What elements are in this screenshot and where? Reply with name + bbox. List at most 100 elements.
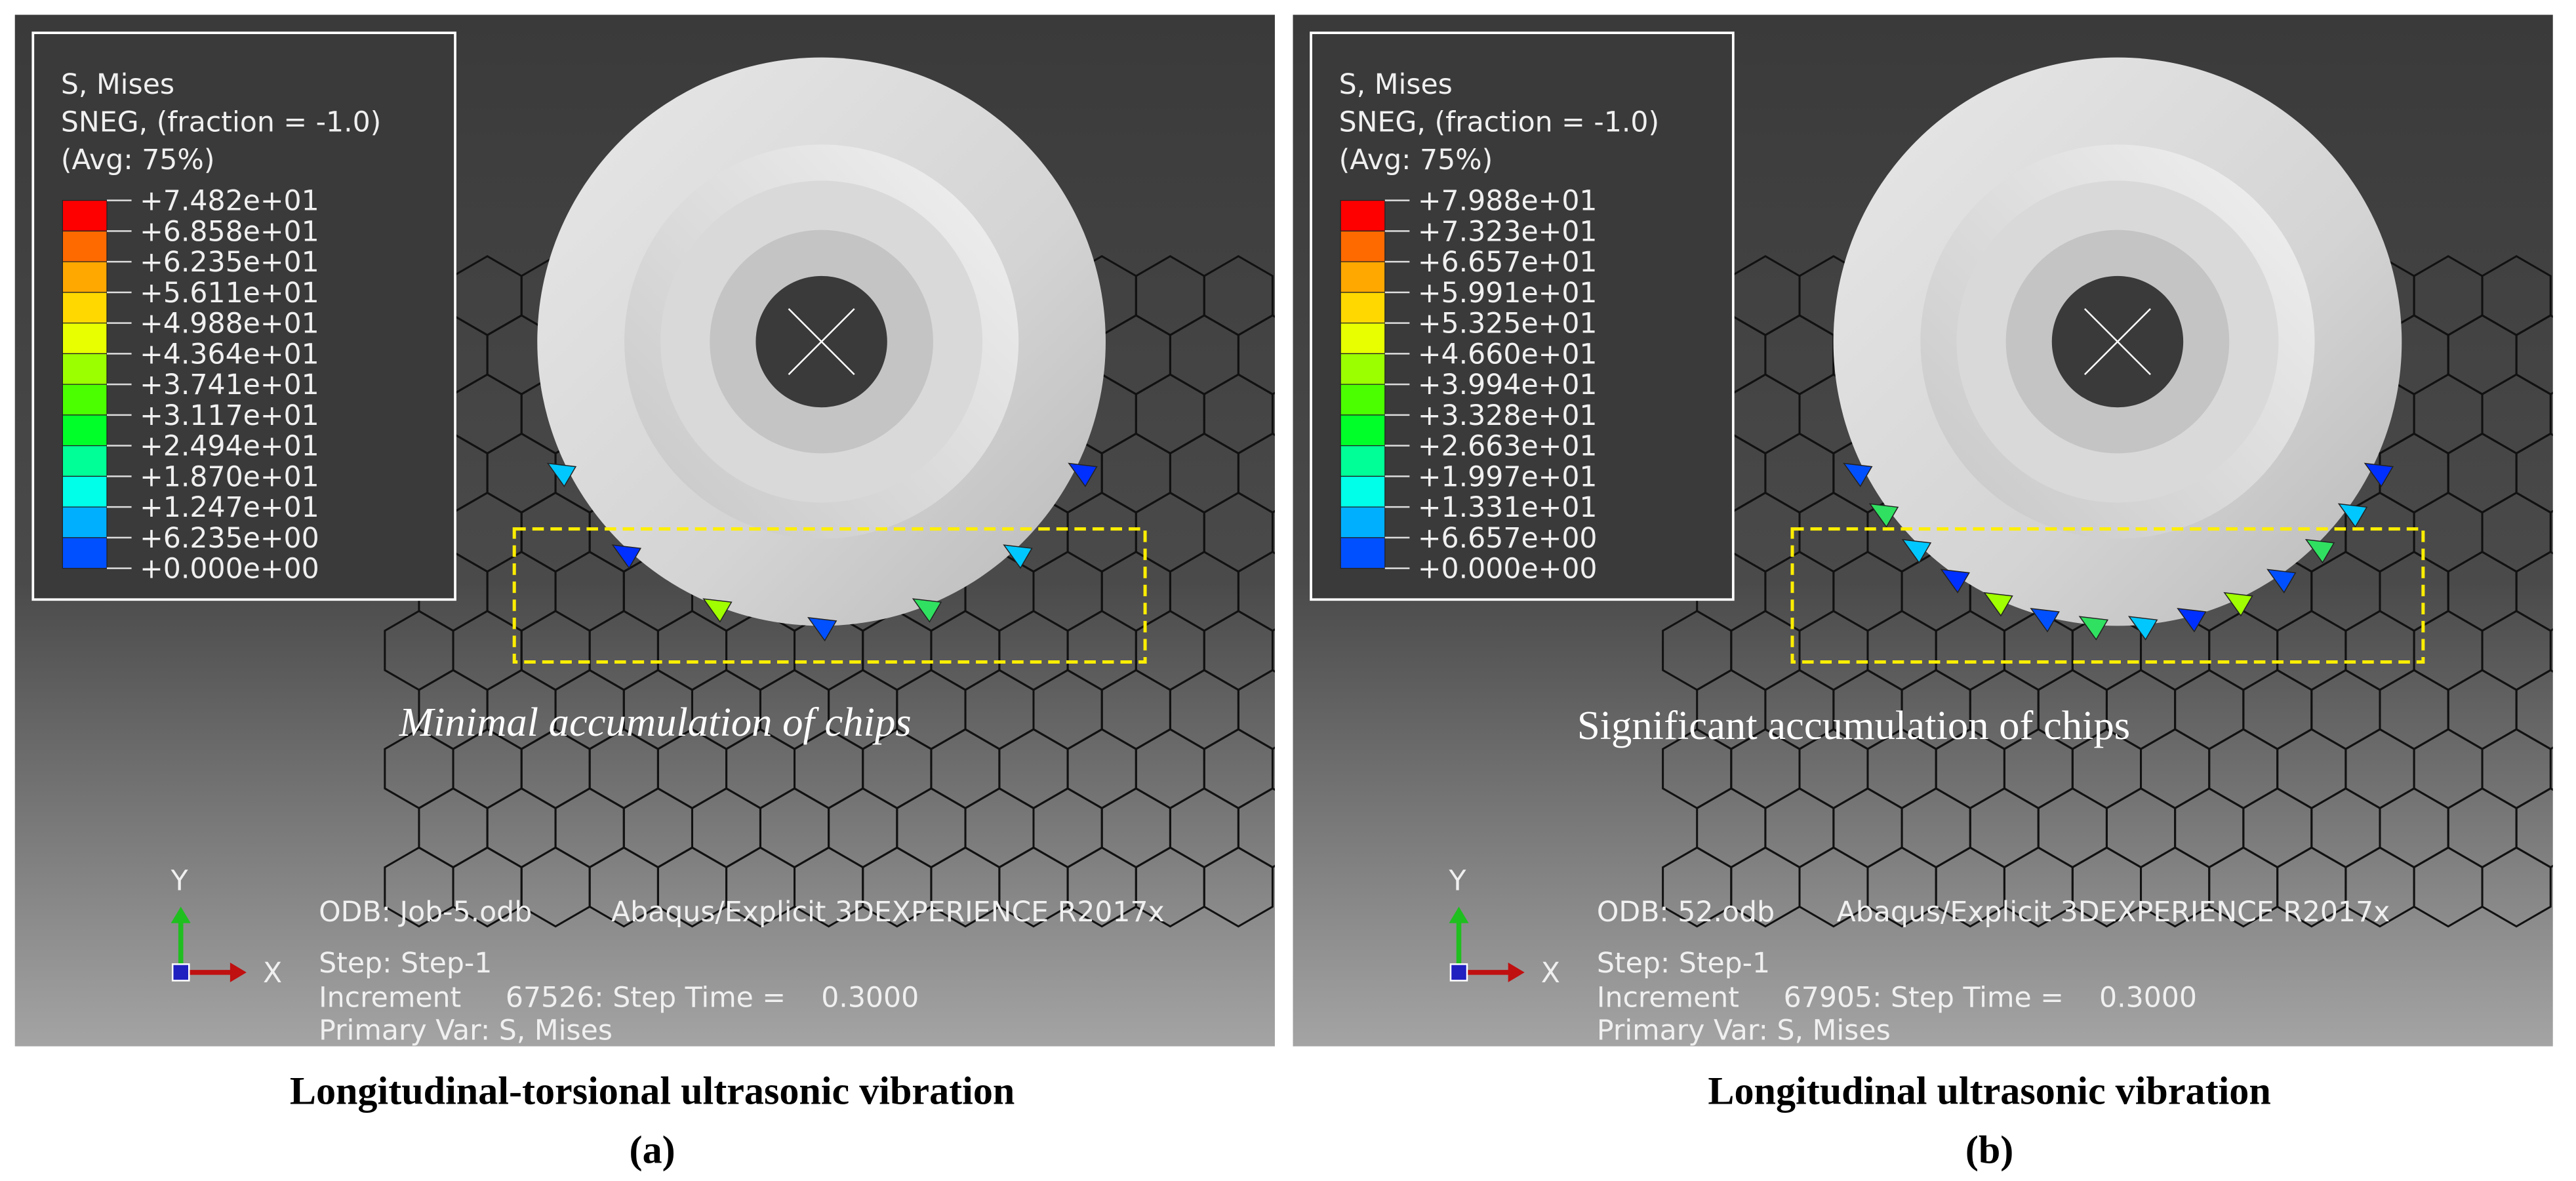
chip bbox=[1901, 538, 1932, 564]
legend-title: S, Mises bbox=[61, 68, 174, 101]
axis-y-label: Y bbox=[171, 865, 189, 898]
step-info: Step: Step-1 bbox=[319, 947, 492, 980]
legend-swatch bbox=[62, 445, 108, 477]
mesh-cell bbox=[1203, 846, 1274, 928]
legend-value: +0.000e+00 bbox=[140, 553, 319, 586]
axis-y-head bbox=[1449, 906, 1469, 923]
legend-value: +2.663e+01 bbox=[1418, 430, 1598, 463]
panel: Significant accumulation of chips S, Mise… bbox=[1293, 14, 2553, 1172]
legend-title: (Avg: 75%) bbox=[1339, 144, 1493, 176]
chip bbox=[2266, 569, 2297, 593]
legend-value: +1.870e+01 bbox=[140, 460, 319, 493]
axis-y-head bbox=[171, 906, 191, 923]
legend-swatch bbox=[1340, 199, 1386, 231]
legend-swatch bbox=[1340, 353, 1386, 385]
legend-swatch bbox=[1340, 384, 1386, 416]
bore-cross bbox=[2083, 308, 2151, 375]
chip bbox=[1843, 462, 1873, 488]
chip bbox=[1983, 591, 2013, 617]
legend-swatch bbox=[1340, 506, 1386, 538]
caption: Longitudinal ultrasonic vibration bbox=[1708, 1069, 2270, 1113]
legend-swatch bbox=[1340, 230, 1386, 262]
odb-info: ODB: 52.odb bbox=[1597, 896, 1775, 929]
legend-swatch bbox=[1340, 475, 1386, 508]
legend-swatch bbox=[1340, 261, 1386, 293]
legend-value: +5.991e+01 bbox=[1418, 277, 1598, 310]
chip bbox=[546, 462, 577, 488]
legend-swatch bbox=[62, 199, 108, 231]
software-info: Abaqus/Explicit 3DEXPERIENCE R2017x bbox=[1837, 896, 2390, 929]
primary-var: Primary Var: S, Mises bbox=[319, 1014, 613, 1047]
increment-info: Increment 67526: Step Time = 0.3000 bbox=[319, 981, 919, 1014]
legend-swatch bbox=[62, 414, 108, 447]
legend-title: S, Mises bbox=[1339, 68, 1453, 101]
highlight-box bbox=[1790, 527, 2425, 664]
legend-title: SNEG, (fraction = -1.0) bbox=[1339, 106, 1659, 138]
highlight-box bbox=[512, 527, 1147, 664]
legend-swatch bbox=[1340, 537, 1386, 569]
legend-swatch bbox=[62, 261, 108, 293]
legend-value: +2.494e+01 bbox=[140, 430, 319, 463]
axis-x-label: X bbox=[263, 957, 282, 990]
axis-x-label: X bbox=[1541, 957, 1560, 990]
axis-z bbox=[171, 963, 190, 982]
legend-swatch bbox=[1340, 445, 1386, 477]
chip bbox=[1940, 569, 1970, 593]
chip bbox=[2364, 462, 2394, 488]
annotation: Significant accumulation of chips bbox=[1577, 702, 2130, 748]
primary-var: Primary Var: S, Mises bbox=[1597, 1014, 1891, 1047]
legend-value: +4.364e+01 bbox=[140, 338, 319, 370]
legend-swatch bbox=[62, 353, 108, 385]
odb-info: ODB: Job-5.odb bbox=[319, 896, 532, 929]
legend-swatch bbox=[62, 384, 108, 416]
panel: Minimal accumulation of chips S, Mises SNE… bbox=[14, 14, 1275, 1172]
increment-info: Increment 67905: Step Time = 0.3000 bbox=[1597, 981, 2197, 1014]
legend-value: +6.858e+01 bbox=[140, 215, 319, 248]
mesh-cell bbox=[2481, 846, 2552, 928]
legend-swatch bbox=[62, 506, 108, 538]
chip bbox=[2337, 503, 2368, 528]
legend-value: +3.741e+01 bbox=[140, 369, 319, 401]
axis-z bbox=[1449, 963, 1468, 982]
annotation: Minimal accumulation of chips bbox=[399, 699, 912, 745]
legend-value: +3.328e+01 bbox=[1418, 399, 1598, 432]
panel-label: (b) bbox=[1965, 1128, 2013, 1172]
axis-y-label: Y bbox=[1448, 865, 1466, 898]
legend-value: +5.325e+01 bbox=[1418, 308, 1598, 340]
chip bbox=[611, 544, 642, 569]
legend-value: +3.994e+01 bbox=[1418, 369, 1598, 401]
legend-value: +5.611e+01 bbox=[140, 277, 319, 310]
panel-label: (a) bbox=[630, 1128, 675, 1172]
legend-value: +4.988e+01 bbox=[140, 308, 319, 340]
legend-value: +4.660e+01 bbox=[1418, 338, 1598, 370]
chip bbox=[1003, 544, 1033, 569]
legend-swatch bbox=[62, 322, 108, 355]
chip bbox=[2304, 538, 2335, 564]
legend-value: +7.323e+01 bbox=[1418, 215, 1598, 248]
chip bbox=[1868, 503, 1899, 528]
legend-value: +7.988e+01 bbox=[1418, 185, 1598, 218]
legend-swatch bbox=[62, 475, 108, 508]
legend-swatch bbox=[1340, 414, 1386, 447]
legend-swatch bbox=[1340, 292, 1386, 324]
legend-value: +6.657e+01 bbox=[1418, 246, 1598, 279]
legend-value: +3.117e+01 bbox=[140, 399, 319, 432]
step-info: Step: Step-1 bbox=[1597, 947, 1770, 980]
legend-swatch bbox=[62, 230, 108, 262]
chip bbox=[2078, 616, 2109, 641]
legend-title: (Avg: 75%) bbox=[61, 144, 215, 176]
legend-value: +1.997e+01 bbox=[1418, 460, 1598, 493]
legend-swatch bbox=[62, 537, 108, 569]
legend-swatch bbox=[62, 292, 108, 324]
axis-x-head bbox=[230, 962, 247, 982]
caption: Longitudinal-torsional ultrasonic vibrat… bbox=[290, 1069, 1015, 1113]
legend-value: +6.235e+00 bbox=[140, 522, 319, 555]
legend-value: +7.482e+01 bbox=[140, 185, 319, 218]
chip bbox=[702, 598, 733, 623]
chip bbox=[2030, 608, 2060, 633]
axis-x-head bbox=[1508, 962, 1525, 982]
chip bbox=[2177, 608, 2207, 633]
chip bbox=[1068, 462, 1098, 488]
